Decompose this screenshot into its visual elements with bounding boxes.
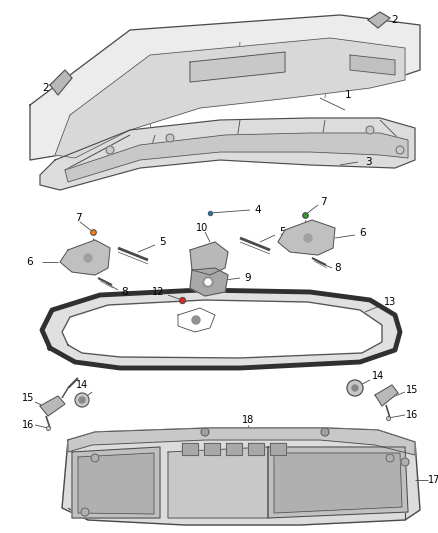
Text: 6: 6 <box>27 257 33 267</box>
Text: 3: 3 <box>365 157 371 167</box>
Text: 5: 5 <box>159 237 165 247</box>
Circle shape <box>201 428 209 436</box>
Text: 13: 13 <box>384 297 396 307</box>
Polygon shape <box>40 396 65 416</box>
Text: 1: 1 <box>345 90 351 100</box>
Polygon shape <box>368 12 390 28</box>
Circle shape <box>84 254 92 262</box>
Circle shape <box>203 277 213 287</box>
Polygon shape <box>55 38 405 158</box>
Polygon shape <box>375 385 398 406</box>
Polygon shape <box>62 428 420 525</box>
Text: 8: 8 <box>122 287 128 297</box>
Text: 7: 7 <box>320 197 326 207</box>
Text: 17: 17 <box>428 475 438 485</box>
Polygon shape <box>60 240 110 275</box>
Circle shape <box>79 397 85 403</box>
Polygon shape <box>182 443 198 455</box>
Circle shape <box>81 508 89 516</box>
Text: 15: 15 <box>22 393 34 403</box>
Text: 6: 6 <box>360 228 366 238</box>
Circle shape <box>91 454 99 462</box>
Circle shape <box>321 428 329 436</box>
Text: 16: 16 <box>406 410 418 420</box>
Circle shape <box>304 234 312 242</box>
Polygon shape <box>30 15 420 160</box>
Text: 4: 4 <box>254 205 261 215</box>
Text: 15: 15 <box>406 385 418 395</box>
Polygon shape <box>274 453 402 513</box>
Polygon shape <box>190 268 228 296</box>
Polygon shape <box>350 55 395 75</box>
Text: 16: 16 <box>22 420 34 430</box>
Polygon shape <box>62 300 382 358</box>
Text: 11: 11 <box>249 315 261 325</box>
Circle shape <box>347 380 363 396</box>
Polygon shape <box>68 428 415 455</box>
Circle shape <box>396 146 404 154</box>
Text: 9: 9 <box>245 273 251 283</box>
Polygon shape <box>65 133 408 182</box>
Circle shape <box>205 279 211 285</box>
Polygon shape <box>268 447 408 518</box>
Circle shape <box>352 385 358 391</box>
Polygon shape <box>50 70 72 95</box>
Text: 10: 10 <box>196 223 208 233</box>
Text: 14: 14 <box>76 380 88 390</box>
Circle shape <box>75 393 89 407</box>
Circle shape <box>401 458 409 466</box>
Text: 2: 2 <box>42 83 49 93</box>
Text: 5: 5 <box>279 227 285 237</box>
Polygon shape <box>168 447 268 518</box>
Text: 18: 18 <box>242 415 254 425</box>
Text: 2: 2 <box>392 15 398 25</box>
Circle shape <box>386 454 394 462</box>
Polygon shape <box>72 447 160 518</box>
Polygon shape <box>278 220 335 255</box>
Text: 8: 8 <box>335 263 341 273</box>
Circle shape <box>366 126 374 134</box>
Text: 12: 12 <box>152 287 164 297</box>
Circle shape <box>106 146 114 154</box>
Polygon shape <box>78 453 154 514</box>
Polygon shape <box>204 443 220 455</box>
Circle shape <box>192 316 200 324</box>
Polygon shape <box>178 308 215 332</box>
Polygon shape <box>248 443 264 455</box>
Text: 7: 7 <box>75 213 81 223</box>
Polygon shape <box>226 443 242 455</box>
Polygon shape <box>40 118 415 190</box>
Circle shape <box>166 134 174 142</box>
Polygon shape <box>190 52 285 82</box>
Polygon shape <box>42 290 400 368</box>
Polygon shape <box>270 443 286 455</box>
Text: 14: 14 <box>372 371 384 381</box>
Polygon shape <box>190 242 228 275</box>
